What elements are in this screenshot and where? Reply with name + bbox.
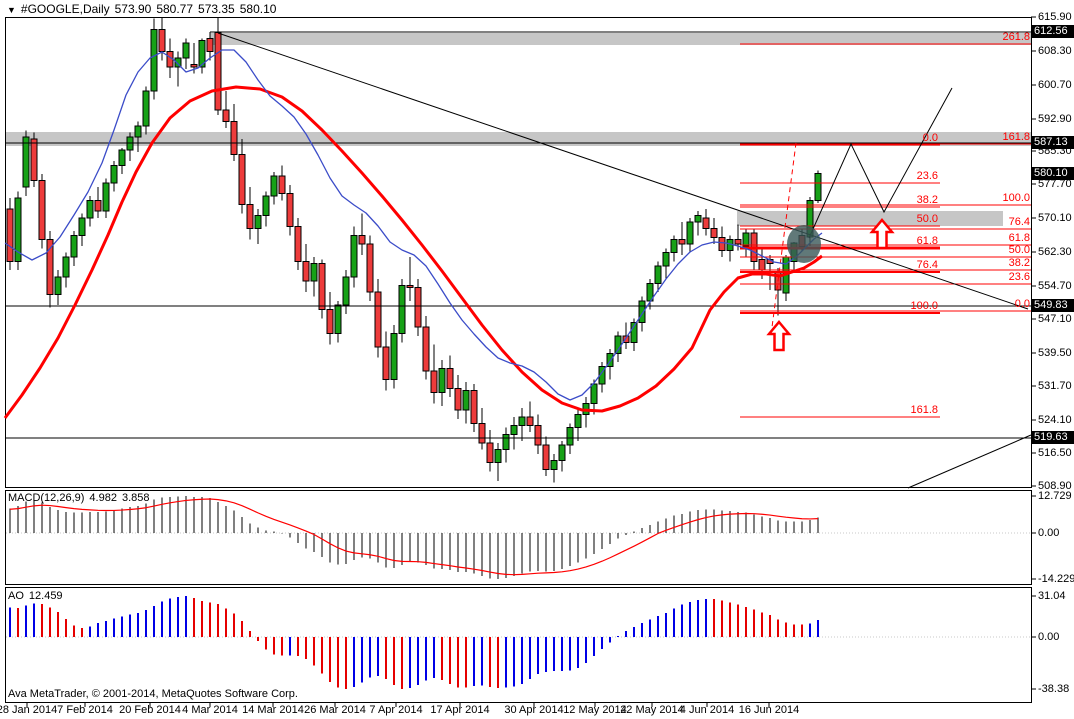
fib-inner-label: 100.0 bbox=[910, 300, 938, 312]
ao-axis-label: -38.38 bbox=[1038, 683, 1070, 695]
time-axis-label: 28 Jan 2014 bbox=[0, 704, 58, 716]
trendline bbox=[217, 32, 1032, 489]
fib-outer-label: 0.0 bbox=[1014, 298, 1030, 310]
price-axis-label: 531.70 bbox=[1038, 380, 1072, 392]
price-axis-label: 524.10 bbox=[1038, 414, 1072, 426]
time-axis-label: 7 Feb 2014 bbox=[57, 704, 113, 716]
fib-outer-label: 76.4 bbox=[1008, 216, 1030, 228]
price-axis-label: 600.70 bbox=[1038, 79, 1072, 91]
fib-outer-label: 161.8 bbox=[1002, 131, 1030, 143]
low-value: 573.35 bbox=[198, 2, 235, 16]
high-value: 580.77 bbox=[156, 2, 194, 16]
fib-inner-label: 76.4 bbox=[916, 259, 938, 271]
time-axis-label: 12 May 2014 bbox=[563, 704, 627, 716]
fib-outer-label: 261.8 bbox=[1002, 31, 1030, 43]
support-resistance-lines bbox=[6, 31, 1031, 439]
up-arrow-marker bbox=[766, 218, 895, 352]
price-axis-label: 516.50 bbox=[1038, 447, 1072, 459]
price-axis-label: 615.90 bbox=[1038, 11, 1072, 23]
fib-inner-label: 61.8 bbox=[916, 235, 938, 247]
price-axis-label: 539.50 bbox=[1038, 347, 1072, 359]
ao-histogram bbox=[9, 596, 819, 689]
time-axis-label: 4 Mar 2014 bbox=[182, 704, 238, 716]
price-axis-label: 608.30 bbox=[1038, 45, 1072, 57]
time-axis-label: 16 Jun 2014 bbox=[738, 704, 800, 716]
ao-axis-label: 0.00 bbox=[1038, 631, 1060, 643]
ao-indicator-label: AO 12.459 bbox=[8, 590, 68, 602]
ao-value: 12.459 bbox=[28, 590, 63, 602]
macd-axis-label: -14.229 bbox=[1038, 573, 1074, 585]
time-axis-label: 17 Apr 2014 bbox=[430, 704, 490, 716]
macd-indicator-label: MACD(12,26,9) 4.982 3.858 bbox=[8, 492, 154, 504]
ao-title: AO bbox=[8, 590, 24, 602]
time-axis-label: 20 Feb 2014 bbox=[119, 704, 181, 716]
highlight-ellipse bbox=[787, 225, 821, 263]
close-value: 580.10 bbox=[239, 2, 277, 16]
axis-ticks bbox=[26, 16, 1036, 707]
chart-title-bar: ▼ #GOOGLE,Daily 573.90 580.77 573.35 580.10 bbox=[7, 2, 281, 16]
price-badge: 519.63 bbox=[1032, 431, 1074, 444]
open-value: 573.90 bbox=[114, 2, 152, 16]
macd-axis-label: 12.729 bbox=[1038, 490, 1072, 502]
chart-frame bbox=[5, 17, 1032, 703]
symbol-timeframe-label: #GOOGLE,Daily bbox=[20, 2, 110, 16]
ma-slow-line bbox=[3, 85, 823, 419]
fib-outer-label: 38.2 bbox=[1008, 257, 1030, 269]
price-axis-label: 547.10 bbox=[1038, 313, 1072, 325]
price-axis-label: 592.90 bbox=[1038, 113, 1072, 125]
fib-outer-label: 50.0 bbox=[1008, 244, 1030, 256]
fib-outer-label: 61.8 bbox=[1008, 232, 1030, 244]
fib-inner-label: 50.0 bbox=[916, 213, 938, 225]
macd-signal-value: 3.858 bbox=[121, 492, 150, 504]
chart-dropdown-icon[interactable]: ▼ bbox=[7, 5, 16, 15]
price-badge: 612.56 bbox=[1032, 25, 1074, 38]
price-axis-label: 570.10 bbox=[1038, 212, 1072, 224]
copyright-text: Ava MetaTrader, © 2001-2014, MetaQuotes … bbox=[8, 688, 298, 700]
ao-axis-label: 31.04 bbox=[1038, 590, 1066, 602]
time-axis-label: 30 Apr 2014 bbox=[504, 704, 564, 716]
fib-inner-label: 38.2 bbox=[916, 194, 938, 206]
macd-signal-line bbox=[9, 498, 819, 576]
price-axis-label: 508.90 bbox=[1038, 480, 1072, 492]
time-axis-label: 26 Mar 2014 bbox=[304, 704, 366, 716]
fib-inner-label: 0.0 bbox=[922, 132, 938, 144]
macd-title: MACD(12,26,9) bbox=[8, 492, 85, 504]
fib-inner-label: 23.6 bbox=[916, 170, 938, 182]
fib-outer-label: 100.0 bbox=[1002, 192, 1030, 204]
time-axis-label: 7 Apr 2014 bbox=[369, 704, 423, 716]
price-axis-label: 562.30 bbox=[1038, 246, 1072, 258]
time-axis-label: 14 Mar 2014 bbox=[242, 704, 304, 716]
time-axis-label: 22 May 2014 bbox=[620, 704, 684, 716]
macd-histogram bbox=[9, 496, 819, 579]
fib-outer-label: 23.6 bbox=[1008, 271, 1030, 283]
price-axis-label: 554.70 bbox=[1038, 280, 1072, 292]
price-badge: 580.10 bbox=[1032, 167, 1074, 180]
zigzag-projection bbox=[808, 87, 953, 239]
macd-main-value: 4.982 bbox=[89, 492, 117, 504]
macd-axis-label: 0.00 bbox=[1038, 527, 1060, 539]
time-axis-label: 4 Jun 2014 bbox=[679, 704, 735, 716]
ma-fast-line bbox=[4, 49, 823, 401]
price-axis-label: 577.70 bbox=[1038, 178, 1072, 190]
price-badge: 587.13 bbox=[1032, 136, 1074, 149]
price-badge: 549.83 bbox=[1032, 299, 1074, 312]
fib-inner-label: 161.8 bbox=[910, 404, 938, 416]
